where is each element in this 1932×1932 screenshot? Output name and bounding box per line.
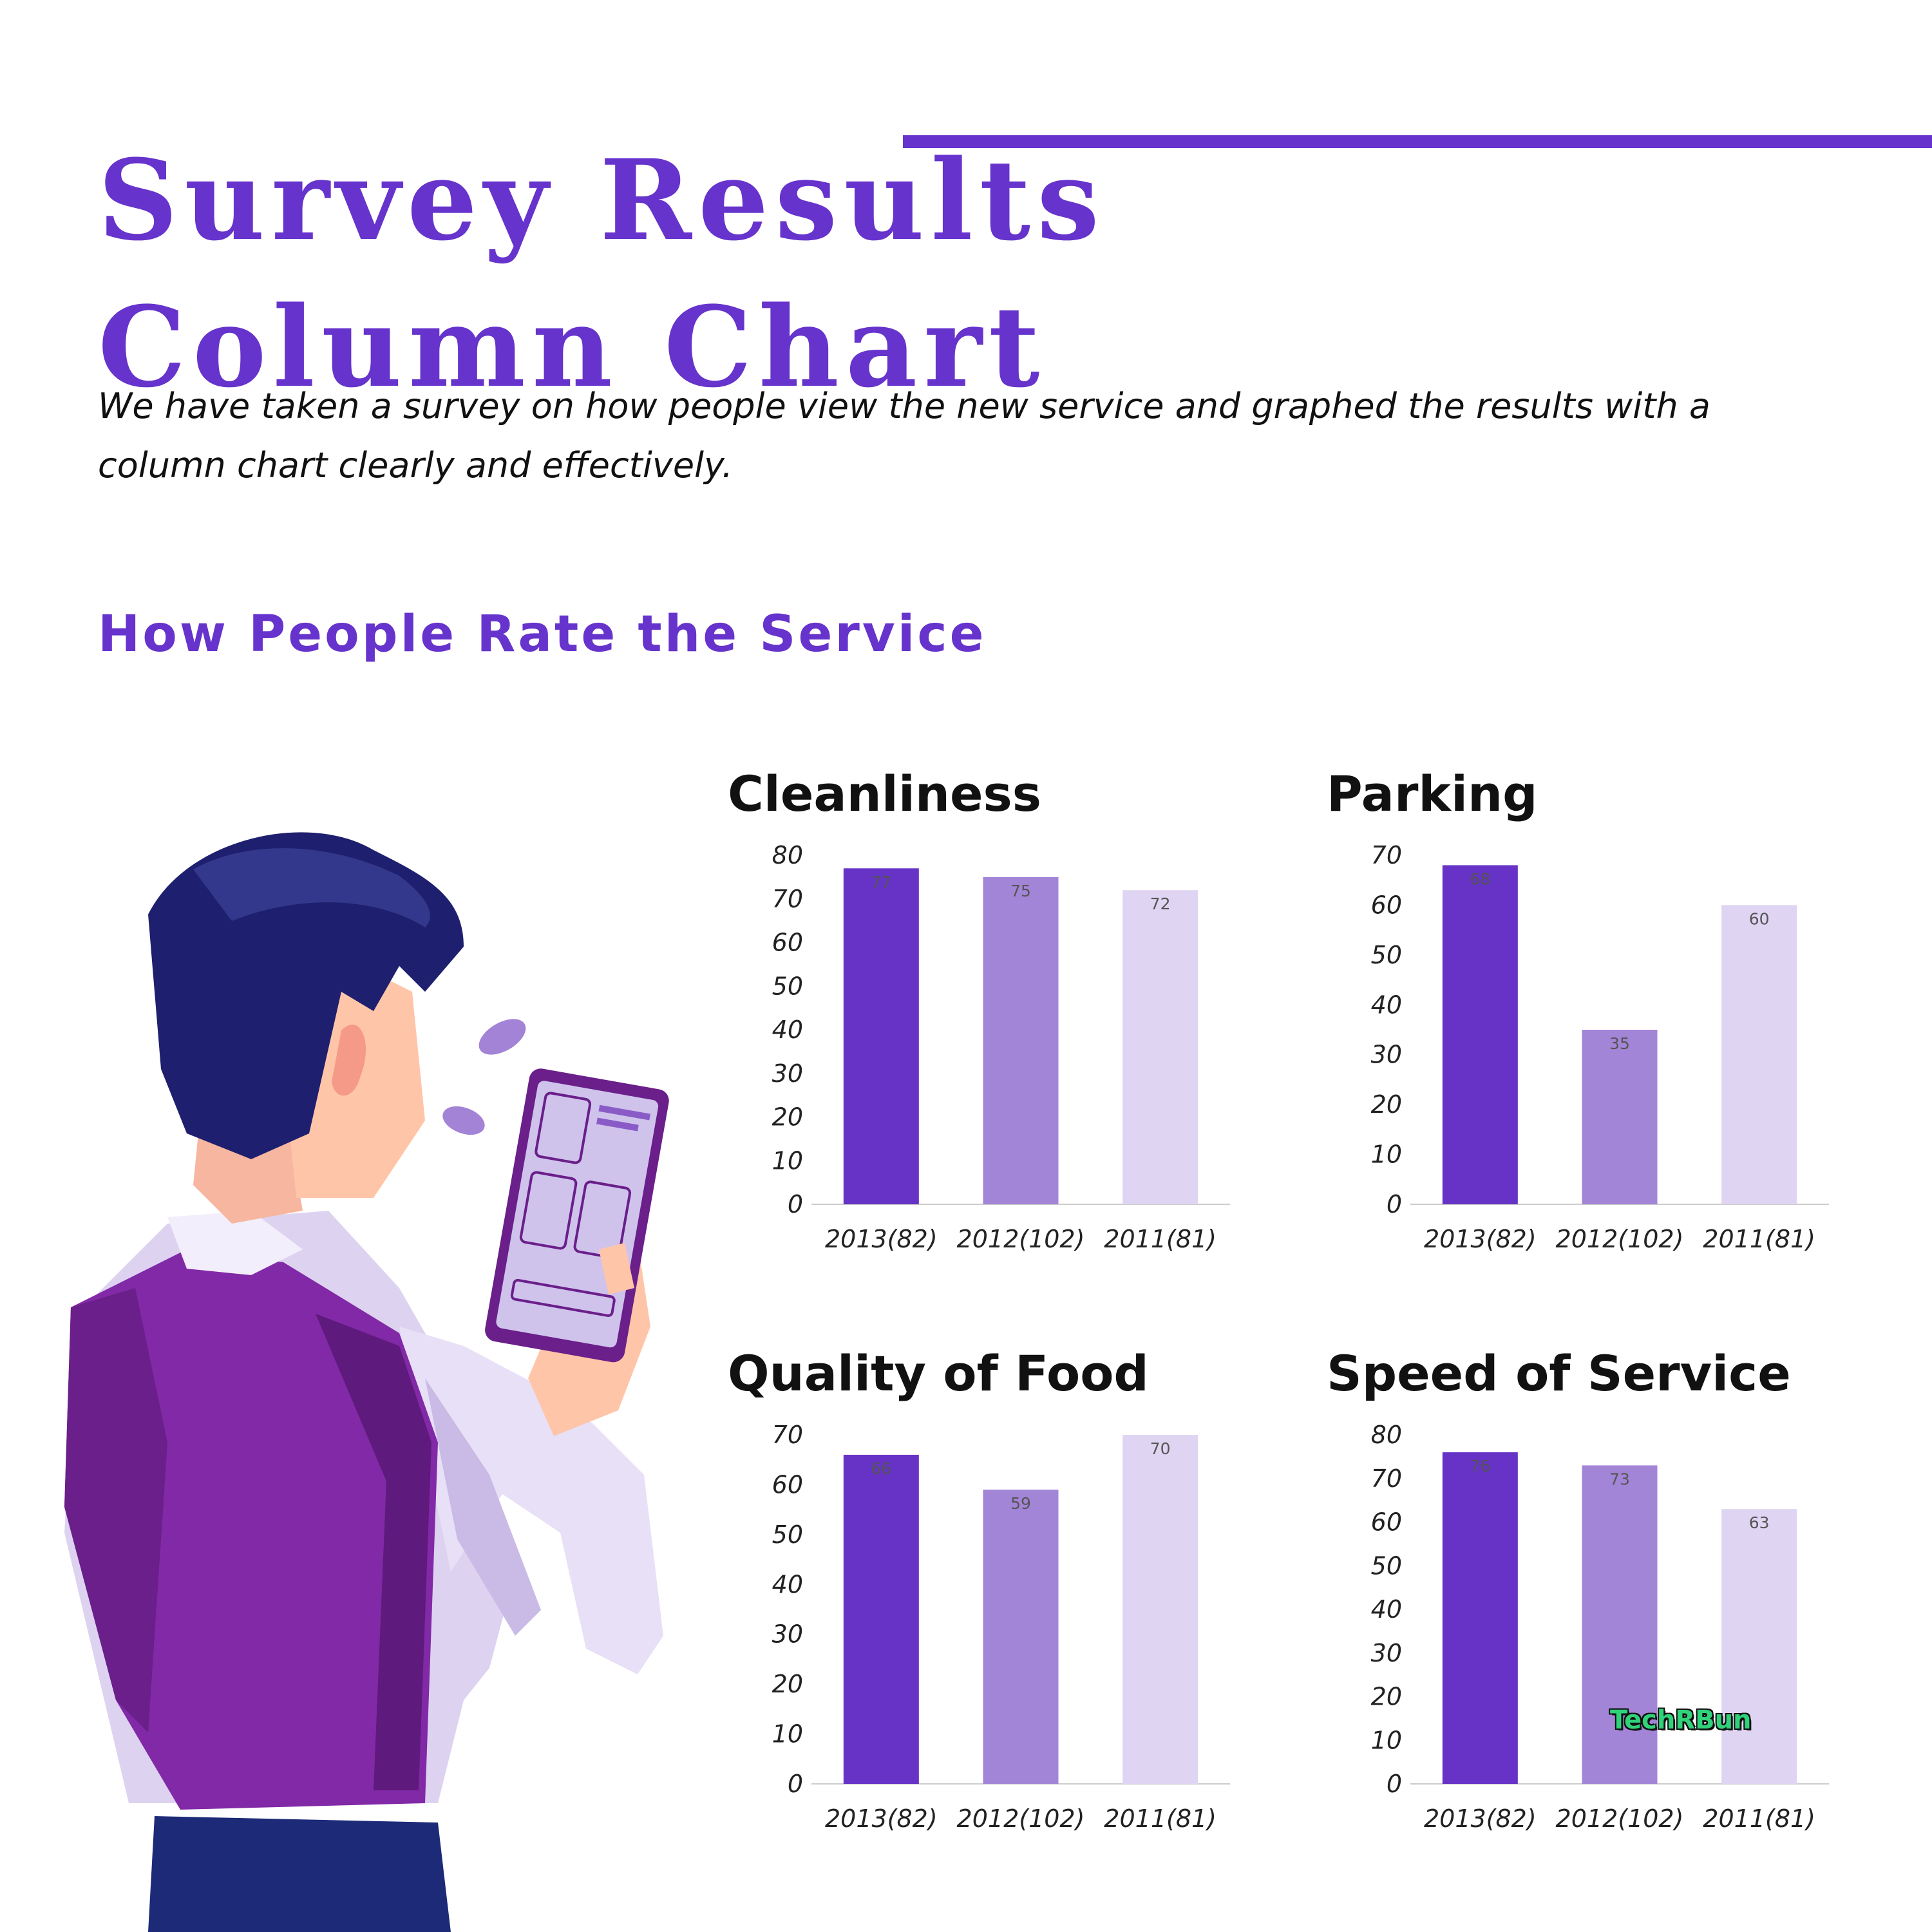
y-tick-label: 40 xyxy=(772,1570,803,1598)
y-tick-label: 30 xyxy=(772,1620,803,1649)
y-tick-label: 70 xyxy=(772,885,803,913)
y-tick-label: 10 xyxy=(1371,1141,1402,1169)
bar xyxy=(1442,865,1518,1204)
y-tick-label: 50 xyxy=(772,1520,803,1549)
x-category-label: 2013(82) xyxy=(1424,1225,1537,1253)
chart-speed-of-service: Speed of Service 0 10 20 30 40 50 60 70 80 76 2013… xyxy=(1327,1349,1932,1864)
y-tick-label: 80 xyxy=(1371,1421,1402,1449)
data-label: 66 xyxy=(871,1459,891,1478)
data-label: 68 xyxy=(1470,869,1490,888)
bar xyxy=(1442,1452,1518,1784)
trousers xyxy=(148,1816,451,1932)
y-tick-label: 20 xyxy=(772,1103,803,1132)
y-tick-label: 70 xyxy=(1371,1464,1402,1493)
y-tick-label: 60 xyxy=(772,1470,803,1499)
x-category-label: 2011(81) xyxy=(1104,1804,1217,1833)
thought-blob-1 xyxy=(478,1019,526,1055)
y-tick-label: 40 xyxy=(1371,1595,1402,1624)
bar xyxy=(983,876,1059,1204)
data-label: 76 xyxy=(1470,1457,1490,1475)
y-tick-label: 20 xyxy=(772,1670,803,1698)
chart-quality-of-food: Quality of Food 0 10 20 30 40 50 60 70 66 2013(82… xyxy=(728,1349,1333,1864)
bar xyxy=(1721,905,1797,1204)
y-tick-label: 70 xyxy=(1371,841,1402,869)
chart-title: Quality of Food xyxy=(728,1345,1149,1402)
x-category-label: 2011(81) xyxy=(1104,1225,1217,1253)
chart-cleanliness: Cleanliness 0 10 20 30 40 50 60 70 80 77 2013(82) 7… xyxy=(728,770,1333,1285)
chart-parking: Parking 0 10 20 30 40 50 60 70 68 2013(82) 35 2012(… xyxy=(1327,770,1932,1285)
page-title-line-2: Column Chart xyxy=(98,281,1046,413)
y-tick-label: 50 xyxy=(1371,1551,1402,1580)
section-heading: How People Rate the Service xyxy=(98,605,987,663)
bar xyxy=(1582,1465,1658,1784)
y-tick-label: 50 xyxy=(772,972,803,1000)
y-tick-label: 80 xyxy=(772,841,803,869)
y-tick-label: 60 xyxy=(1371,891,1402,919)
y-tick-label: 0 xyxy=(788,1770,803,1798)
y-tick-label: 70 xyxy=(772,1421,803,1449)
shirt-sleeve xyxy=(399,1327,663,1674)
chart-title: Parking xyxy=(1327,765,1538,822)
data-label: 75 xyxy=(1010,882,1031,900)
bar xyxy=(983,1490,1059,1784)
y-tick-label: 0 xyxy=(788,1190,803,1218)
y-tick-label: 0 xyxy=(1387,1190,1402,1218)
bar xyxy=(1582,1030,1658,1204)
y-tick-label: 20 xyxy=(1371,1683,1402,1711)
chart-plot: 0 10 20 30 40 50 60 70 80 76 2013(82) 73 2012(102) 63… xyxy=(1371,1421,1829,1833)
x-category-label: 2012(102) xyxy=(1556,1225,1684,1253)
person-with-phone-illustration xyxy=(64,832,669,1932)
x-category-label: 2012(102) xyxy=(1556,1804,1684,1833)
collar xyxy=(167,1211,303,1275)
x-category-label: 2012(102) xyxy=(957,1804,1085,1833)
bar xyxy=(843,1454,919,1784)
chart-title: Speed of Service xyxy=(1327,1345,1791,1402)
y-tick-label: 60 xyxy=(1371,1508,1402,1537)
y-tick-label: 40 xyxy=(1371,990,1402,1019)
y-tick-label: 30 xyxy=(772,1059,803,1088)
y-tick-label: 10 xyxy=(1371,1726,1402,1754)
data-label: 72 xyxy=(1150,895,1171,913)
y-tick-label: 40 xyxy=(772,1016,803,1044)
y-tick-label: 20 xyxy=(1371,1090,1402,1119)
y-tick-label: 30 xyxy=(1371,1639,1402,1667)
bar xyxy=(1122,1435,1198,1784)
vest xyxy=(64,1249,438,1810)
y-tick-label: 30 xyxy=(1371,1041,1402,1069)
y-tick-label: 60 xyxy=(772,929,803,957)
chart-title: Cleanliness xyxy=(728,765,1041,822)
x-category-label: 2013(82) xyxy=(825,1804,938,1833)
chart-plot: 0 10 20 30 40 50 60 70 68 2013(82) 35 2012(102) 60 20… xyxy=(1371,841,1829,1253)
bar xyxy=(843,868,919,1204)
data-label: 73 xyxy=(1609,1470,1630,1488)
data-label: 59 xyxy=(1010,1494,1031,1513)
y-tick-label: 50 xyxy=(1371,941,1402,969)
y-tick-label: 10 xyxy=(772,1146,803,1175)
chart-plot: 0 10 20 30 40 50 60 70 66 2013(82) 59 2012(102) 70 20… xyxy=(772,1421,1230,1833)
bar xyxy=(1122,890,1198,1204)
x-category-label: 2013(82) xyxy=(825,1225,938,1253)
data-label: 63 xyxy=(1749,1513,1770,1532)
watermark-logo: TechRBun xyxy=(1610,1705,1752,1735)
data-label: 60 xyxy=(1749,909,1770,928)
x-category-label: 2013(82) xyxy=(1424,1804,1537,1833)
thought-blob-2 xyxy=(442,1106,485,1135)
x-category-label: 2011(81) xyxy=(1703,1225,1815,1253)
chart-plot: 0 10 20 30 40 50 60 70 80 77 2013(82) 75 2012(102) 72… xyxy=(772,841,1230,1253)
y-tick-label: 10 xyxy=(772,1720,803,1748)
data-label: 70 xyxy=(1150,1439,1171,1458)
data-label: 35 xyxy=(1609,1034,1630,1053)
bar xyxy=(1721,1509,1797,1784)
intro-paragraph: We have taken a survey on how people vie… xyxy=(98,386,1710,486)
title-rule xyxy=(903,135,1932,148)
ear-shape xyxy=(332,1024,366,1096)
y-tick-label: 0 xyxy=(1387,1770,1402,1798)
x-category-label: 2011(81) xyxy=(1703,1804,1815,1833)
x-category-label: 2012(102) xyxy=(957,1225,1085,1253)
data-label: 77 xyxy=(871,873,891,891)
page-title-line-1: Survey Results xyxy=(98,135,1106,266)
